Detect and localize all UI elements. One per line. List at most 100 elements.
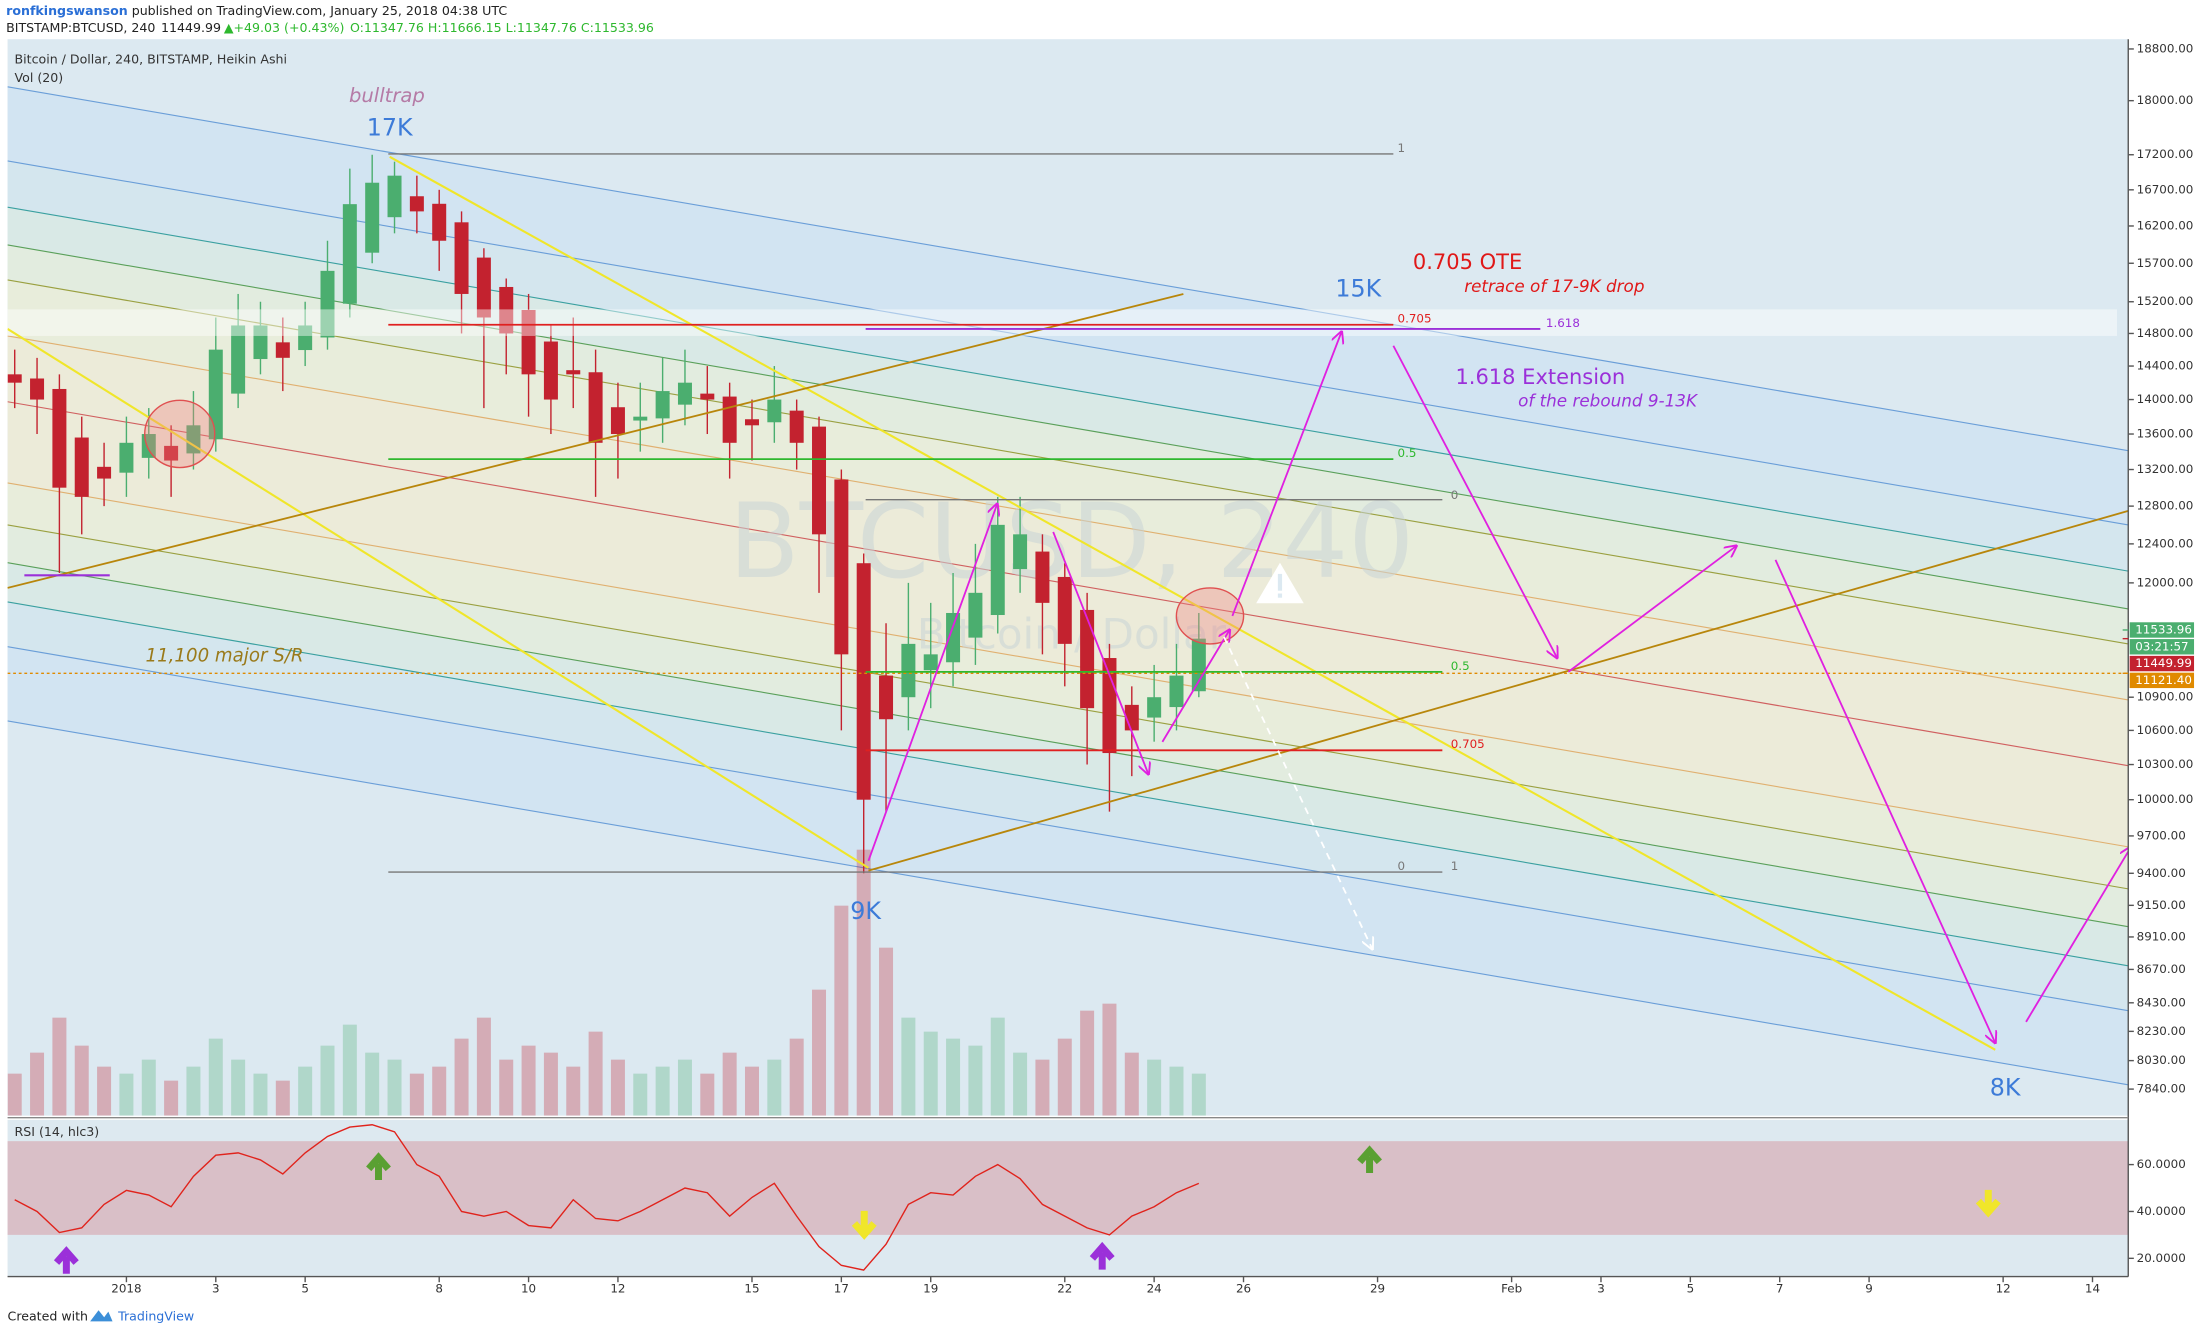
channel-band — [7, 86, 2129, 525]
candle-body — [990, 524, 1005, 616]
x-tick-label: 3 — [212, 1282, 220, 1296]
y-tick-label: 10600.00 — [2137, 723, 2194, 737]
y-tick-label: 8430.00 — [2137, 995, 2186, 1009]
channel-line — [7, 244, 2129, 610]
volume-bar — [1057, 1038, 1072, 1116]
y-tick-label: 7840.00 — [2137, 1082, 2186, 1096]
y-tick-label: 10000.00 — [2137, 792, 2194, 806]
y-tick-label: 14400.00 — [2137, 359, 2194, 373]
footer-brand[interactable]: TradingView — [117, 1309, 194, 1324]
rsi-tick-label: 60.0000 — [2137, 1157, 2186, 1171]
last-price: 11449.99 — [161, 19, 221, 34]
x-tick-label: 7 — [1776, 1282, 1784, 1296]
candle-body — [476, 257, 491, 318]
author: ronfkingswanson — [6, 3, 128, 18]
y-tick-label: 12800.00 — [2137, 499, 2194, 513]
channel-band — [7, 279, 2129, 700]
x-tick-label: 3 — [1597, 1282, 1605, 1296]
candle-body — [879, 675, 894, 720]
trend-line — [7, 293, 1184, 589]
candle-body — [968, 592, 983, 638]
footer: Created with TradingView — [8, 1309, 195, 1324]
volume-bar — [141, 1059, 156, 1116]
channel-band — [7, 562, 2129, 966]
volume-bar — [543, 1052, 558, 1116]
channel-band — [7, 207, 2129, 609]
volume-bar — [119, 1073, 134, 1116]
candle-body — [901, 643, 916, 698]
fib-label: 0.5 — [1398, 446, 1417, 460]
annotation: 15K — [1335, 274, 1382, 302]
rsi-tick-label: 40.0000 — [2137, 1204, 2186, 1218]
volume-bar — [476, 1017, 491, 1116]
volume-bar — [655, 1066, 670, 1116]
channel-line — [7, 86, 2129, 452]
volume-bar — [275, 1080, 290, 1116]
x-tick-label: 9 — [1865, 1282, 1873, 1296]
candle-body — [409, 196, 424, 212]
annotation: 9K — [850, 897, 882, 925]
volume-bar — [700, 1073, 715, 1116]
y-tick-label: 12400.00 — [2137, 536, 2194, 550]
volume-bar — [610, 1059, 625, 1116]
fib-label: 0.705 — [1398, 312, 1432, 326]
candle-body — [365, 182, 380, 253]
header-line: ronfkingswanson published on TradingView… — [6, 3, 507, 18]
arrows — [867, 332, 2129, 1043]
fib-label: 1 — [1451, 859, 1459, 873]
volume-bar — [722, 1052, 737, 1116]
candle-body — [1191, 638, 1206, 692]
x-tick-label: 5 — [301, 1282, 309, 1296]
rsi-band — [7, 1141, 2129, 1235]
fib-label: 0.705 — [1451, 737, 1485, 751]
volume-bar — [208, 1038, 223, 1116]
annotation: retrace of 17-9K drop — [1464, 276, 1644, 296]
volume-bar — [342, 1024, 357, 1116]
x-tick-label: 8 — [435, 1282, 443, 1296]
fib-label: 0.5 — [1451, 659, 1470, 673]
candle-body — [566, 370, 581, 375]
trend-line — [389, 155, 1996, 1051]
volume-bar — [812, 989, 827, 1116]
y-tick-label: 17200.00 — [2137, 147, 2194, 161]
candle-body — [7, 374, 22, 383]
x-tick-label: 17 — [834, 1282, 849, 1296]
y-tick-label: 8910.00 — [2137, 929, 2186, 943]
channel-band — [7, 160, 2129, 572]
channel-line — [7, 160, 2129, 526]
channel — [7, 86, 2129, 1086]
annotation: 8K — [1990, 1074, 2022, 1102]
volume-bar — [968, 1045, 983, 1116]
legend-rsi: RSI (14, hlc3) — [15, 1124, 100, 1139]
annotation: 11,100 major S/R — [146, 646, 304, 667]
symbol: BITSTAMP:BTCUSD, 240 — [6, 19, 155, 34]
channel-line — [7, 206, 2129, 572]
x-tick-label: 29 — [1370, 1282, 1385, 1296]
candle-body — [543, 341, 558, 400]
logo — [90, 1310, 113, 1322]
candle-body — [1013, 534, 1028, 570]
volume-bar — [1013, 1052, 1028, 1116]
volume-bar — [834, 905, 849, 1116]
candle-body — [1080, 609, 1095, 709]
candle-body — [499, 286, 514, 334]
volume-bar — [186, 1066, 201, 1116]
volume-bar — [365, 1052, 380, 1116]
annotation: 0.705 OTE — [1413, 250, 1522, 274]
candle-body — [700, 393, 715, 400]
volume-bar — [1147, 1059, 1162, 1116]
volume-bar — [320, 1045, 335, 1116]
x-tick-label: 19 — [923, 1282, 938, 1296]
header: ronfkingswanson published on TradingView… — [6, 3, 654, 1139]
volume-bar — [409, 1073, 424, 1116]
candle-body — [856, 563, 871, 800]
channel-line — [7, 601, 2129, 967]
candle-body — [74, 437, 89, 497]
candle-body — [97, 466, 112, 479]
candle-body — [521, 309, 536, 375]
y-tick-label: 13600.00 — [2137, 427, 2194, 441]
countdown-bg — [2129, 639, 2195, 655]
channel-line — [7, 524, 2129, 890]
volume-bar — [767, 1059, 782, 1116]
y-tick-label: 8230.00 — [2137, 1024, 2186, 1038]
